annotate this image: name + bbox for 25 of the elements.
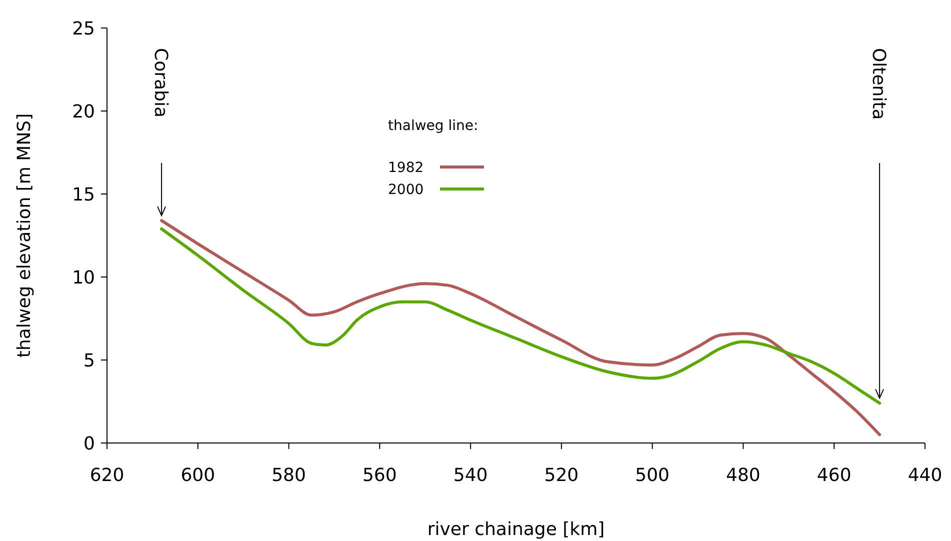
annotation: Corabia xyxy=(150,48,172,118)
y-tick-label: 5 xyxy=(84,350,95,372)
x-tick-label: 500 xyxy=(635,465,670,486)
legend-title: thalweg line: xyxy=(388,118,478,134)
x-tick-label: 560 xyxy=(362,465,397,486)
x-tick-label: 600 xyxy=(180,465,216,486)
x-tick-label: 460 xyxy=(816,465,852,486)
y-tick-label: 25 xyxy=(72,18,95,40)
x-tick-label: 520 xyxy=(544,465,579,486)
y-tick-label: 20 xyxy=(72,101,95,122)
x-tick-label: 540 xyxy=(453,465,488,486)
line-series xyxy=(160,219,882,436)
y-tick-label: 10 xyxy=(72,267,95,288)
x-tick-label: 440 xyxy=(908,465,942,486)
y-tick-label: 15 xyxy=(72,184,95,206)
line-series xyxy=(160,227,882,405)
x-axis-title: river chainage [km] xyxy=(427,519,605,540)
annotation: Oltenita xyxy=(868,48,890,120)
y-axis-title: thalweg elevation [m MNS] xyxy=(14,113,35,358)
legend-label: 1982 xyxy=(388,160,424,176)
legend-label: 2000 xyxy=(388,182,424,198)
x-tick-label: 620 xyxy=(90,465,124,486)
x-tick-label: 580 xyxy=(272,465,306,486)
y-tick-label: 0 xyxy=(84,433,95,454)
x-tick-label: 480 xyxy=(726,465,760,486)
